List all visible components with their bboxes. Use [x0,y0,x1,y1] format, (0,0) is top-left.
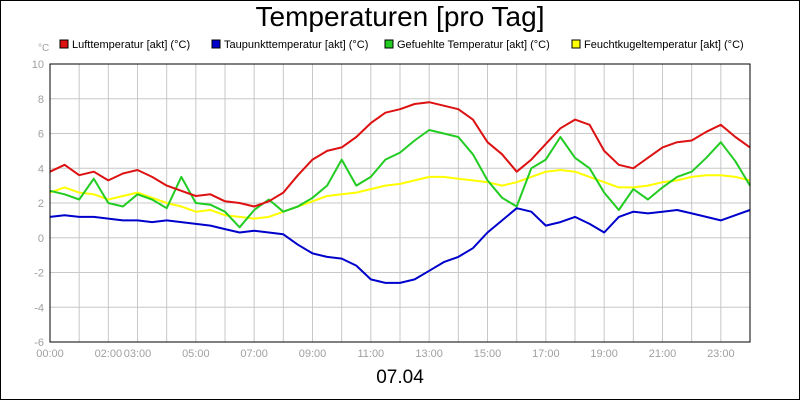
legend: Lufttemperatur [akt] (°C) Taupunkttempera… [59,39,744,51]
series-line [49,101,751,208]
y-tick-label: -2 [34,268,44,280]
series-line [49,169,751,220]
x-tick-label: 19:00 [590,348,618,360]
x-tick-label: 23:00 [707,348,735,360]
x-tick-label: 00:00 [36,348,64,360]
x-tick-label: 09:00 [299,348,327,360]
x-tick-label: 17:00 [532,348,560,360]
y-tick-label: 10 [32,59,44,71]
legend-swatch [384,39,394,49]
x-tick-label: 07:00 [240,348,268,360]
chart-title: Temperaturen [pro Tag] [255,1,545,32]
y-tick-label: 0 [38,233,44,245]
legend-entry: Taupunkttemperatur [akt] (°C) [224,39,368,51]
y-tick-label: 4 [38,163,44,175]
grid [50,64,750,342]
y-axis-ticks: -6 -4 -2 0 2 4 6 8 10 [32,59,44,349]
y-tick-label: 6 [38,129,44,141]
legend-entry: Lufttemperatur [akt] (°C) [72,39,190,51]
series-lines [49,101,751,284]
x-tick-label: 13:00 [415,348,443,360]
x-tick-label: 15:00 [474,348,502,360]
y-tick-label: 2 [38,198,44,210]
series-line [49,129,751,229]
legend-swatch [59,39,69,49]
date-label: 07.04 [376,367,424,388]
plot-area-border [49,63,751,343]
y-tick-label: 8 [38,94,44,106]
legend-swatch [571,39,581,49]
x-tick-label: 02:00 [95,348,123,360]
series-line [49,207,751,284]
x-axis-ticks: 00:00 02:00 03:00 05:00 07:00 09:00 11:00 13:00… [36,348,734,360]
legend-entry: Feuchtkugeltemperatur [akt] (°C) [584,39,744,51]
y-axis-unit: °C [38,43,49,54]
x-tick-label: 11:00 [357,348,384,360]
y-tick-label: -4 [34,302,44,314]
x-tick-label: 03:00 [124,348,152,360]
y-tick-label: -6 [34,337,44,349]
legend-swatch [211,39,221,49]
x-tick-label: 21:00 [649,348,677,360]
legend-entry: Gefuehlte Temperatur [akt] (°C) [397,39,550,51]
x-tick-label: 05:00 [182,348,210,360]
